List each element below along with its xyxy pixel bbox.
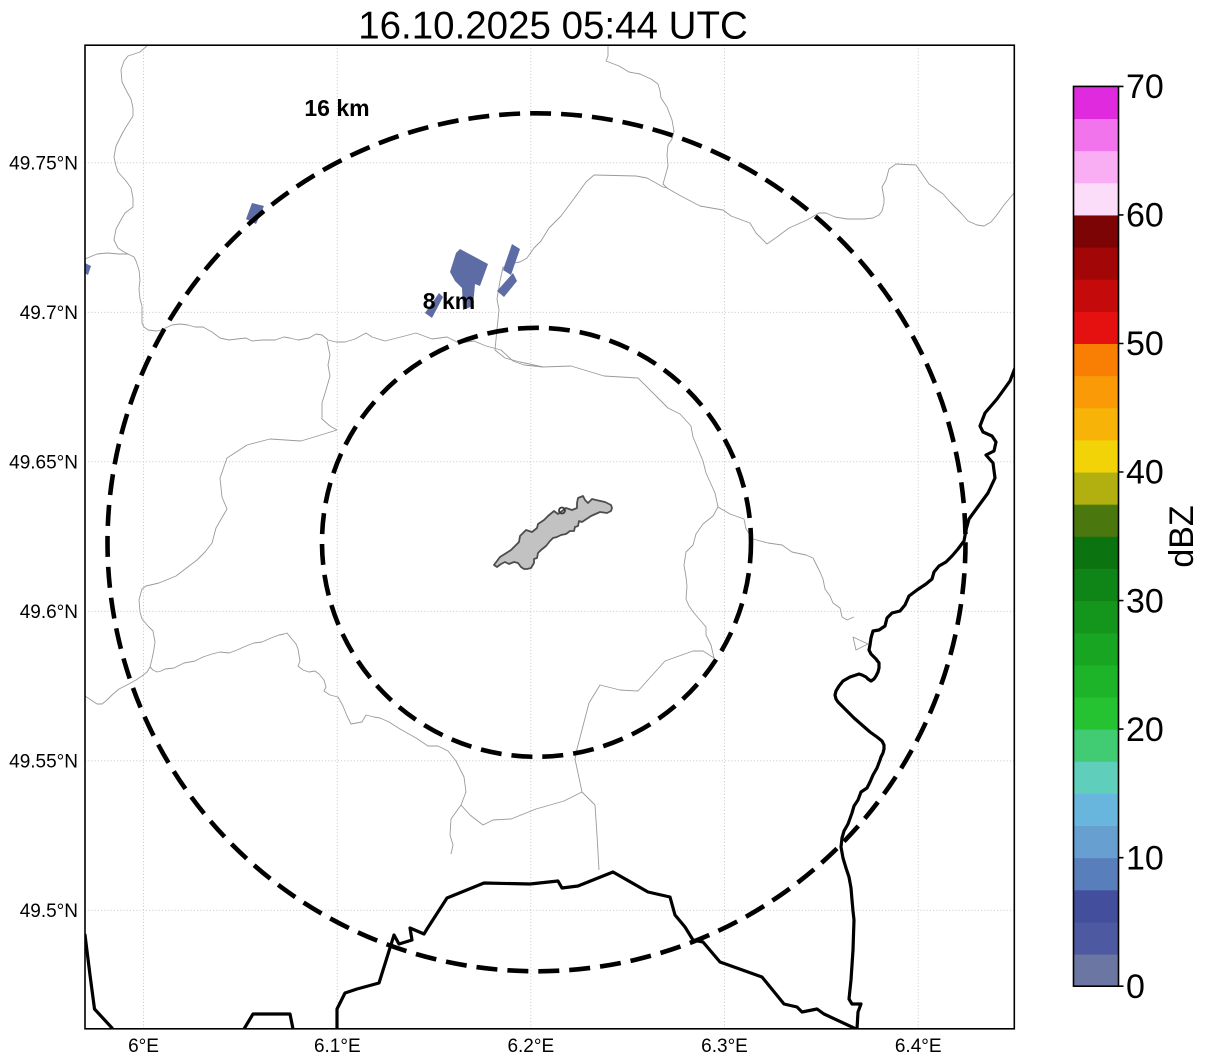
svg-text:60: 60: [1126, 197, 1164, 235]
svg-text:6.2°E: 6.2°E: [507, 1036, 554, 1057]
svg-text:49.6°N: 49.6°N: [20, 602, 78, 623]
svg-text:30: 30: [1126, 582, 1164, 620]
svg-text:16.10.2025 05:44 UTC: 16.10.2025 05:44 UTC: [358, 5, 748, 48]
svg-text:6.3°E: 6.3°E: [701, 1036, 748, 1057]
svg-text:49.5°N: 49.5°N: [20, 901, 78, 922]
svg-text:49.65°N: 49.65°N: [9, 453, 78, 474]
svg-text:10: 10: [1126, 839, 1164, 877]
svg-text:6.1°E: 6.1°E: [314, 1036, 361, 1057]
svg-text:16 km: 16 km: [304, 95, 369, 121]
svg-text:40: 40: [1126, 454, 1164, 492]
svg-text:49.7°N: 49.7°N: [20, 303, 78, 324]
svg-text:20: 20: [1126, 711, 1164, 749]
svg-text:6.4°E: 6.4°E: [895, 1036, 942, 1057]
svg-text:70: 70: [1126, 68, 1164, 106]
svg-text:8 km: 8 km: [423, 288, 475, 314]
svg-text:50: 50: [1126, 325, 1164, 363]
svg-text:dBZ: dBZ: [1163, 505, 1201, 567]
svg-text:49.75°N: 49.75°N: [9, 154, 78, 175]
svg-text:6°E: 6°E: [128, 1036, 159, 1057]
svg-text:49.55°N: 49.55°N: [9, 752, 78, 773]
svg-text:0: 0: [1126, 968, 1145, 1006]
